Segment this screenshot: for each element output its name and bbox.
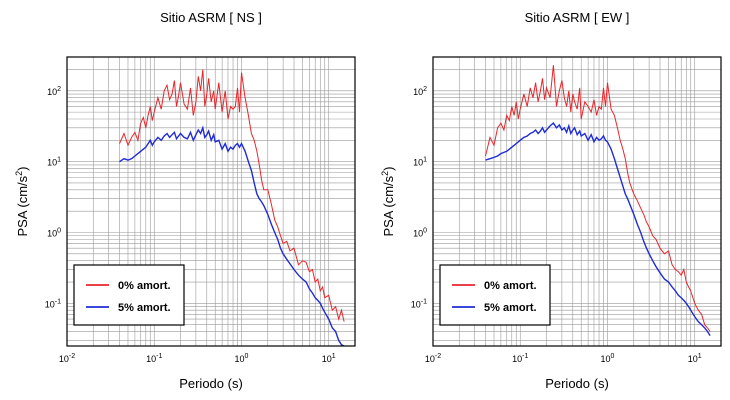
y-tick-label: 100 [413, 227, 427, 238]
tick-mantissa: 10 [59, 354, 69, 364]
grid [66, 56, 356, 346]
tick-mantissa: 10 [688, 354, 698, 364]
tick-exponent: -1 [55, 298, 61, 305]
legend-label: 0% amort. [118, 280, 171, 292]
tick-mantissa: 10 [425, 354, 435, 364]
tick-mantissa: 10 [413, 158, 423, 168]
series-line-amort-0 [485, 65, 711, 332]
tick-mantissa: 10 [512, 354, 522, 364]
tick-mantissa: 10 [146, 354, 156, 364]
series-line-amort-5 [119, 125, 345, 346]
tick-mantissa: 10 [47, 87, 57, 97]
x-tick-label: 10-2 [59, 353, 75, 364]
y-label-end: ) [381, 166, 396, 170]
legend: 0% amort. 5% amort. [439, 264, 551, 326]
tick-exponent: -2 [69, 353, 75, 360]
tick-mantissa: 10 [322, 354, 332, 364]
tick-mantissa: 10 [235, 354, 245, 364]
legend: 0% amort. 5% amort. [73, 264, 185, 326]
tick-exponent: -1 [421, 298, 427, 305]
tick-exponent: 0 [611, 353, 615, 360]
plot-frame [66, 56, 356, 347]
x-tick-label: 101 [322, 353, 336, 364]
tick-exponent: 0 [245, 353, 249, 360]
tick-mantissa: 10 [601, 354, 611, 364]
x-tick-label: 10-1 [512, 353, 528, 364]
x-tick-label: 10-2 [425, 353, 441, 364]
tick-exponent: 1 [57, 157, 61, 164]
y-label-end: ) [15, 166, 30, 170]
legend-box [73, 264, 185, 326]
y-tick-label: 10-1 [411, 298, 427, 309]
tick-exponent: 2 [57, 86, 61, 93]
chart-title: Sitio ASRM [ NS ] [160, 10, 262, 25]
tick-exponent: -1 [156, 353, 162, 360]
x-axis-label: Periodo (s) [545, 376, 609, 391]
y-tick-label: 101 [47, 157, 61, 168]
y-label-superscript: 2 [380, 171, 390, 176]
tick-exponent: 0 [57, 227, 61, 234]
y-label-main: PSA (cm/s [15, 175, 30, 236]
x-tick-label: 10-1 [146, 353, 162, 364]
series-line-amort-5 [485, 122, 711, 336]
tick-mantissa: 10 [413, 87, 423, 97]
tick-exponent: -1 [522, 353, 528, 360]
tick-exponent: 0 [423, 227, 427, 234]
y-axis-label: PSA (cm/s2) [380, 166, 396, 236]
tick-mantissa: 10 [47, 158, 57, 168]
legend-box [439, 264, 551, 326]
tick-mantissa: 10 [45, 299, 55, 309]
y-label-superscript: 2 [14, 171, 24, 176]
tick-exponent: 1 [423, 157, 427, 164]
tick-mantissa: 10 [47, 228, 57, 238]
y-tick-label: 102 [47, 86, 61, 97]
plot-frame [432, 56, 722, 347]
y-tick-label: 102 [413, 86, 427, 97]
x-axis-label: Periodo (s) [179, 376, 243, 391]
tick-exponent: 1 [698, 353, 702, 360]
y-tick-label: 10-1 [45, 298, 61, 309]
y-tick-label: 101 [413, 157, 427, 168]
tick-mantissa: 10 [413, 228, 423, 238]
legend-label: 5% amort. [484, 302, 537, 314]
tick-exponent: 2 [423, 86, 427, 93]
tick-exponent: -2 [435, 353, 441, 360]
x-tick-label: 101 [688, 353, 702, 364]
y-tick-label: 100 [47, 227, 61, 238]
x-tick-label: 100 [235, 353, 249, 364]
y-label-main: PSA (cm/s [381, 175, 396, 236]
tick-exponent: 1 [332, 353, 336, 360]
series-line-amort-0 [119, 69, 345, 322]
legend-label: 5% amort. [118, 302, 171, 314]
x-tick-label: 100 [601, 353, 615, 364]
y-axis-label: PSA (cm/s2) [14, 166, 30, 236]
legend-label: 0% amort. [484, 280, 537, 292]
tick-mantissa: 10 [411, 299, 421, 309]
chart-title: Sitio ASRM [ EW ] [525, 10, 630, 25]
